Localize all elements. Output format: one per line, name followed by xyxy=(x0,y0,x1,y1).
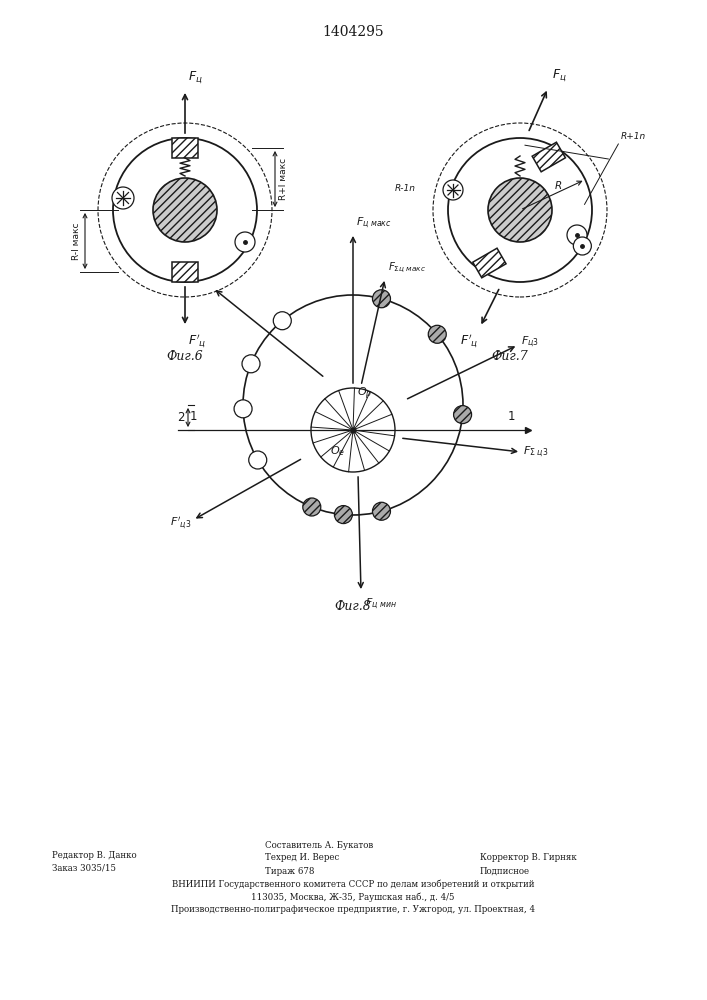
Circle shape xyxy=(428,325,446,343)
Polygon shape xyxy=(532,142,566,172)
Text: $F_ц$: $F_ц$ xyxy=(552,68,567,84)
Text: Редактор В. Данко: Редактор В. Данко xyxy=(52,850,136,859)
Polygon shape xyxy=(172,262,198,282)
Text: 1: 1 xyxy=(507,410,515,423)
Text: Техред И. Верес: Техред И. Верес xyxy=(265,854,339,862)
Text: Фиг.6: Фиг.6 xyxy=(167,351,204,363)
Text: Производственно-полиграфическое предприятие, г. Ужгород, ул. Проектная, 4: Производственно-полиграфическое предприя… xyxy=(171,906,535,914)
Text: Корректор В. Гирняк: Корректор В. Гирняк xyxy=(480,854,577,862)
Circle shape xyxy=(334,506,352,524)
Text: $F'_{ц3}$: $F'_{ц3}$ xyxy=(170,515,191,531)
Circle shape xyxy=(249,451,267,469)
Text: 2: 2 xyxy=(177,411,185,424)
Text: $F_{Σц\ макс}$: $F_{Σц\ макс}$ xyxy=(388,261,426,275)
Polygon shape xyxy=(172,138,198,158)
Text: Подписное: Подписное xyxy=(480,866,530,876)
Text: $F_{ц\ макс}$: $F_{ц\ макс}$ xyxy=(356,215,392,230)
Circle shape xyxy=(274,312,291,330)
Polygon shape xyxy=(473,248,506,278)
Text: $F_ц$: $F_ц$ xyxy=(188,70,203,86)
Circle shape xyxy=(235,232,255,252)
Circle shape xyxy=(573,237,591,255)
Text: R-l макс: R-l макс xyxy=(72,222,81,260)
Text: 1404295: 1404295 xyxy=(322,25,384,39)
Text: $O_p$: $O_p$ xyxy=(357,386,373,402)
Text: R+l макс: R+l макс xyxy=(279,158,288,200)
Text: Фиг.8: Фиг.8 xyxy=(334,600,371,613)
Text: ВНИИПИ Государственного комитета СССР по делам изобретений и открытий: ВНИИПИ Государственного комитета СССР по… xyxy=(172,879,534,889)
Circle shape xyxy=(373,502,390,520)
Text: Тираж 678: Тираж 678 xyxy=(265,866,315,876)
Text: $F'_ц$: $F'_ц$ xyxy=(188,332,206,350)
Circle shape xyxy=(443,180,463,200)
Text: 1: 1 xyxy=(189,410,197,423)
Text: $F_{ц3}$: $F_{ц3}$ xyxy=(521,335,539,349)
Text: R+1n: R+1n xyxy=(620,132,645,141)
Text: $F_{ц\ мин}$: $F_{ц\ мин}$ xyxy=(365,596,397,611)
Circle shape xyxy=(488,178,552,242)
Text: R-1n: R-1n xyxy=(395,184,416,193)
Circle shape xyxy=(234,400,252,418)
Text: Составитель А. Букатов: Составитель А. Букатов xyxy=(265,840,373,850)
Text: $F'_ц$: $F'_ц$ xyxy=(460,332,478,350)
Circle shape xyxy=(242,355,260,373)
Text: $O_e$: $O_e$ xyxy=(330,444,345,458)
Circle shape xyxy=(454,406,472,424)
Text: R: R xyxy=(554,181,562,191)
Text: Фиг.7: Фиг.7 xyxy=(491,351,528,363)
Circle shape xyxy=(303,498,321,516)
Text: $F_{Σ\ ц3}$: $F_{Σ\ ц3}$ xyxy=(523,445,549,459)
Text: 113035, Москва, Ж-35, Раушская наб., д. 4/5: 113035, Москва, Ж-35, Раушская наб., д. … xyxy=(251,892,455,902)
Circle shape xyxy=(112,187,134,209)
Circle shape xyxy=(153,178,217,242)
Circle shape xyxy=(373,290,390,308)
Text: Заказ 3035/15: Заказ 3035/15 xyxy=(52,863,116,872)
Circle shape xyxy=(567,225,587,245)
